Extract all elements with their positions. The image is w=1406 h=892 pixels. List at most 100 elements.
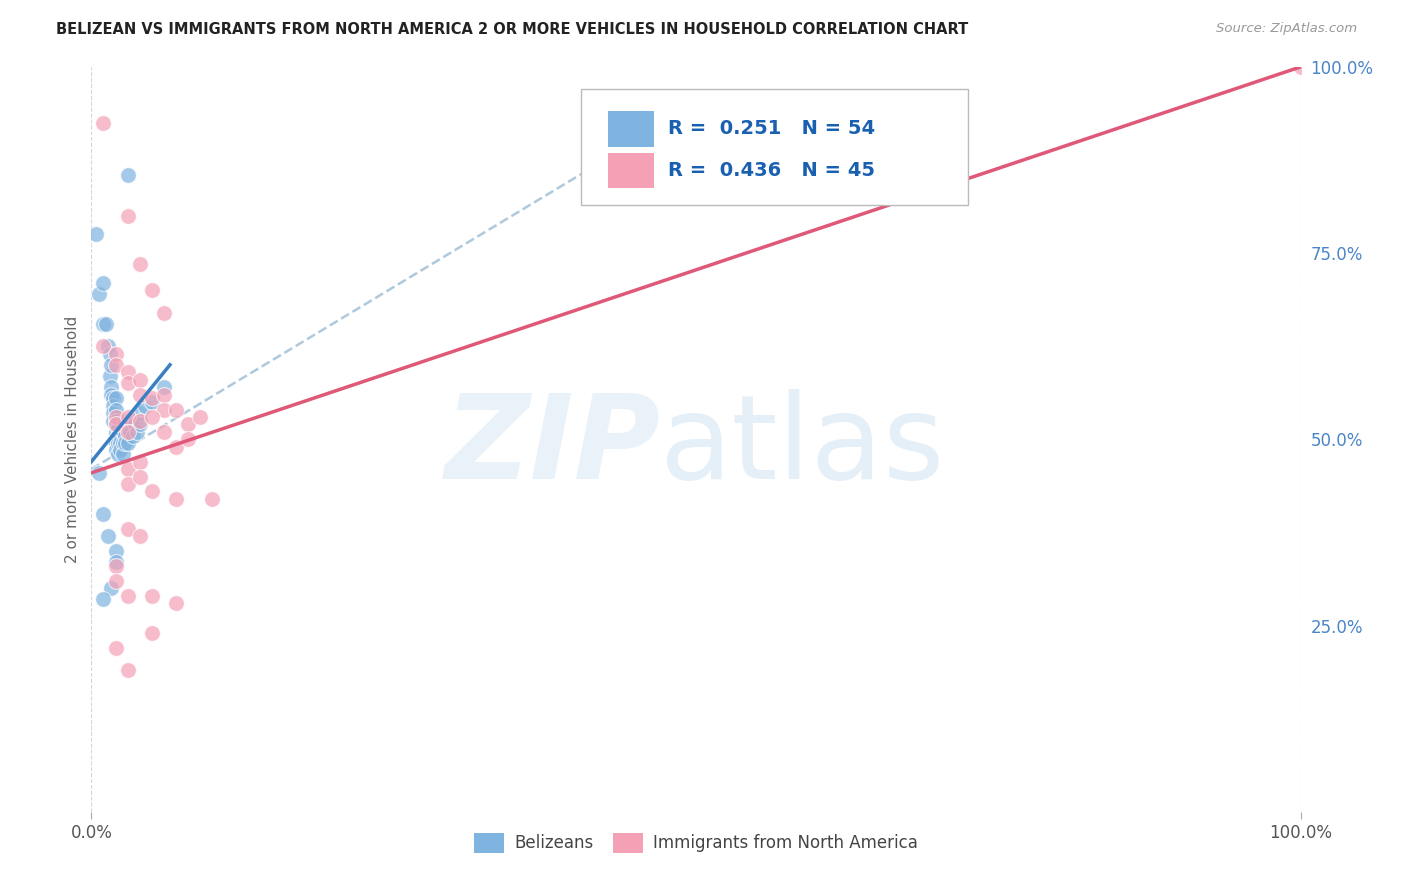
Point (110, 428, 132, 442)
Point (97, 529, 120, 543)
Point (93, 116, 115, 130)
Point (165, 440, 187, 454)
Point (153, 402, 176, 417)
Point (104, 417, 127, 432)
Point (98, 346, 121, 360)
Text: BELIZEAN VS IMMIGRANTS FROM NORTH AMERICA 2 OR MORE VEHICLES IN HOUSEHOLD CORREL: BELIZEAN VS IMMIGRANTS FROM NORTH AMERIC… (56, 22, 969, 37)
Point (117, 436, 139, 450)
Point (104, 443, 127, 458)
Point (93, 592, 115, 607)
Point (153, 380, 176, 394)
Point (107, 436, 129, 450)
Point (124, 417, 146, 432)
Point (128, 469, 150, 483)
Point (128, 257, 150, 271)
Text: R =  0.436   N = 45: R = 0.436 N = 45 (668, 161, 875, 180)
Point (117, 409, 139, 424)
Point (114, 414, 136, 428)
Text: atlas: atlas (659, 389, 945, 504)
Point (104, 425, 127, 439)
Point (120, 425, 142, 439)
Point (120, 414, 142, 428)
FancyBboxPatch shape (581, 89, 967, 204)
Point (117, 421, 139, 435)
Point (111, 425, 134, 439)
Point (165, 596, 187, 610)
Point (117, 376, 139, 391)
Point (165, 491, 187, 506)
Point (104, 436, 127, 450)
Point (111, 447, 134, 461)
Point (153, 306, 176, 320)
Point (117, 477, 139, 491)
Point (128, 417, 150, 432)
Legend: Belizeans, Immigrants from North America: Belizeans, Immigrants from North America (467, 827, 925, 859)
Point (114, 436, 136, 450)
Point (117, 462, 139, 476)
Point (114, 428, 136, 442)
Point (107, 447, 129, 461)
FancyBboxPatch shape (607, 111, 654, 146)
Point (84, 227, 107, 242)
Point (100, 387, 122, 401)
Point (111, 436, 134, 450)
Point (93, 507, 115, 521)
Point (117, 168, 139, 182)
Point (104, 640, 127, 655)
Point (110, 436, 132, 450)
Point (128, 529, 150, 543)
Point (117, 663, 139, 677)
Point (98, 369, 121, 384)
Point (94, 317, 117, 331)
FancyBboxPatch shape (607, 153, 654, 188)
Point (100, 380, 122, 394)
Point (107, 428, 129, 442)
Point (101, 406, 124, 420)
Point (141, 626, 163, 640)
Point (117, 589, 139, 603)
Point (165, 402, 187, 417)
Point (104, 346, 127, 360)
Point (104, 409, 127, 424)
Point (117, 209, 139, 223)
Point (141, 409, 163, 424)
Point (87, 287, 110, 301)
Point (177, 417, 200, 432)
Point (87, 466, 110, 480)
Point (117, 365, 139, 379)
Point (117, 425, 139, 439)
Point (110, 443, 132, 458)
Point (128, 414, 150, 428)
Point (1289, 60, 1312, 74)
Point (128, 455, 150, 469)
Point (153, 425, 176, 439)
Point (93, 339, 115, 353)
Point (141, 395, 163, 409)
Point (100, 358, 122, 372)
Point (134, 399, 156, 413)
Point (101, 414, 124, 428)
Point (104, 558, 127, 573)
Y-axis label: 2 or more Vehicles in Household: 2 or more Vehicles in Household (65, 316, 80, 563)
Point (104, 574, 127, 588)
Point (188, 409, 211, 424)
Point (141, 589, 163, 603)
Text: R =  0.251   N = 54: R = 0.251 N = 54 (668, 120, 876, 138)
Text: Source: ZipAtlas.com: Source: ZipAtlas.com (1216, 22, 1357, 36)
Point (127, 425, 149, 439)
Point (128, 387, 150, 401)
Point (104, 392, 127, 406)
Point (104, 544, 127, 558)
Point (104, 358, 127, 372)
Point (97, 339, 120, 353)
Point (93, 276, 115, 290)
Point (201, 491, 224, 506)
Point (100, 582, 122, 596)
Point (128, 373, 150, 387)
Point (141, 392, 163, 406)
Point (141, 284, 163, 298)
Point (104, 414, 127, 428)
Text: ZIP: ZIP (444, 389, 659, 504)
Point (128, 406, 150, 420)
Point (104, 402, 127, 417)
